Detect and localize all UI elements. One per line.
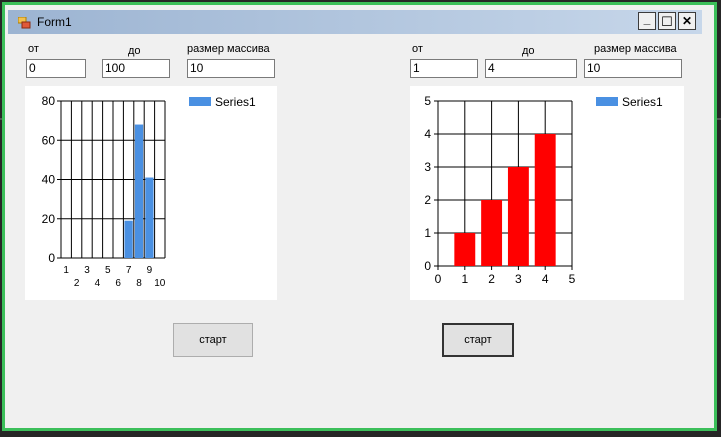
right-size-label: размер массива — [594, 43, 677, 55]
bar — [454, 233, 476, 266]
maximize-icon: ☐ — [661, 13, 673, 29]
y-tick-label: 1 — [424, 226, 431, 240]
right-start-button[interactable]: старт — [442, 323, 514, 357]
x-tick-label: 5 — [105, 265, 111, 276]
right-to-input[interactable]: 4 — [485, 59, 577, 78]
y-tick-label: 4 — [424, 127, 431, 141]
x-tick-label: 5 — [569, 272, 576, 286]
bar — [124, 220, 133, 258]
left-from-label: от — [28, 43, 39, 55]
x-tick-label: 3 — [84, 265, 90, 276]
minimize-button[interactable]: _ — [638, 12, 656, 30]
right-to-label: до — [522, 45, 535, 57]
left-to-input[interactable]: 100 — [102, 59, 170, 78]
minimize-icon: _ — [643, 12, 651, 26]
left-size-label: размер массива — [187, 43, 270, 55]
bar — [134, 124, 144, 258]
legend-label: Series1 — [215, 95, 256, 109]
y-tick-label: 3 — [424, 160, 431, 174]
right-size-input[interactable]: 10 — [584, 59, 682, 78]
x-tick-label: 10 — [154, 278, 166, 289]
left-to-label: до — [128, 45, 141, 57]
close-icon: ✕ — [681, 14, 693, 28]
y-tick-label: 20 — [42, 212, 56, 226]
close-button[interactable]: ✕ — [678, 12, 696, 30]
x-tick-label: 1 — [461, 272, 468, 286]
x-tick-label: 3 — [515, 272, 522, 286]
bar — [145, 177, 154, 258]
left-chart: 0 20 40 60 80 1 3 5 7 9 2 4 6 8 10 Series1 — [25, 86, 277, 300]
y-tick-label: 0 — [424, 259, 431, 273]
x-tick-label: 4 — [542, 272, 549, 286]
x-tick-label: 8 — [136, 278, 142, 289]
window-title: Form1 — [37, 15, 72, 29]
left-size-input[interactable]: 10 — [187, 59, 275, 78]
title-bar[interactable]: Form1 _ ☐ ✕ — [8, 10, 702, 34]
bar — [534, 134, 556, 266]
right-from-label: от — [412, 43, 423, 55]
bar — [481, 200, 503, 266]
right-chart: 0 1 2 3 4 5 0 1 2 3 4 5 Series1 — [410, 86, 684, 300]
legend-label: Series1 — [622, 95, 663, 109]
left-start-button[interactable]: старт — [173, 323, 253, 357]
left-chart-svg: 0 20 40 60 80 1 3 5 7 9 2 4 6 8 10 Series1 — [42, 94, 256, 289]
right-from-input[interactable]: 1 — [410, 59, 478, 78]
bar — [507, 167, 529, 266]
left-from-input[interactable]: 0 — [26, 59, 86, 78]
y-tick-label: 2 — [424, 193, 431, 207]
form-client-area: от до размер массива 0 100 10 от до разм… — [12, 34, 700, 417]
x-tick-label: 4 — [95, 278, 101, 289]
x-tick-label: 1 — [63, 265, 69, 276]
y-tick-label: 40 — [42, 173, 56, 187]
x-tick-label: 0 — [435, 272, 442, 286]
legend-swatch — [596, 97, 618, 106]
x-tick-label: 6 — [115, 278, 121, 289]
x-tick-label: 9 — [147, 265, 153, 276]
x-tick-label: 7 — [126, 265, 132, 276]
y-tick-label: 0 — [48, 251, 55, 265]
form-app-icon — [17, 16, 31, 29]
maximize-button[interactable]: ☐ — [658, 12, 676, 30]
y-tick-label: 60 — [42, 133, 56, 147]
x-tick-label: 2 — [488, 272, 495, 286]
y-tick-label: 5 — [424, 94, 431, 108]
x-tick-label: 2 — [74, 278, 80, 289]
y-tick-label: 80 — [42, 94, 56, 108]
legend-swatch — [189, 97, 211, 106]
right-chart-svg: 0 1 2 3 4 5 0 1 2 3 4 5 Series1 — [424, 94, 663, 286]
